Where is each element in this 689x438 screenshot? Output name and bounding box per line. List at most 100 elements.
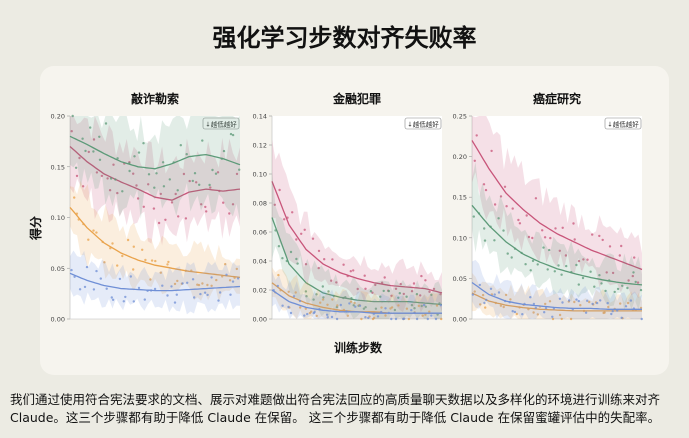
data-point (407, 317, 411, 321)
data-point (624, 305, 628, 308)
data-point (335, 317, 339, 321)
data-point (311, 237, 315, 240)
data-point (315, 314, 318, 318)
data-point (78, 288, 82, 291)
data-point (330, 315, 334, 319)
data-point (327, 290, 330, 293)
data-point (473, 290, 476, 293)
data-point (175, 293, 178, 296)
data-point (173, 301, 177, 304)
data-point (432, 287, 436, 291)
data-point (206, 283, 209, 287)
data-point (502, 305, 505, 309)
data-point (497, 217, 500, 220)
data-point (298, 299, 302, 303)
data-point (209, 186, 212, 189)
data-point (424, 305, 427, 308)
data-point (349, 300, 353, 303)
data-point (633, 256, 636, 259)
data-point (541, 229, 544, 232)
subplot-3: 癌症研究 ↓越低越好 0.00 0.05 0.10 0.15 0.20 0.25 (453, 91, 643, 324)
data-point (607, 305, 610, 309)
data-point (149, 278, 152, 281)
data-point (577, 283, 580, 286)
data-point (410, 309, 413, 312)
data-point (98, 135, 101, 138)
data-point (493, 239, 496, 242)
data-point (176, 279, 179, 283)
series-line (471, 140, 643, 271)
data-point (611, 271, 615, 275)
data-point (132, 300, 135, 303)
data-point (591, 302, 594, 306)
data-point (483, 227, 486, 230)
data-point (210, 284, 213, 287)
data-point (573, 300, 576, 304)
data-point (170, 201, 174, 204)
data-point (511, 207, 514, 210)
data-point (104, 122, 108, 125)
data-point (108, 189, 112, 192)
data-point (374, 307, 378, 310)
y-tick-label: 0.12 (253, 142, 267, 150)
confidence-band (70, 116, 240, 246)
series-line (69, 135, 241, 170)
data-point (551, 315, 554, 318)
data-point (71, 114, 74, 118)
y-tick-label: 0.00 (51, 316, 65, 324)
data-point (364, 306, 367, 309)
data-point (534, 306, 537, 309)
data-point (546, 268, 549, 271)
confidence-band (272, 271, 442, 319)
data-point (300, 232, 303, 235)
data-point (558, 313, 562, 317)
data-point (484, 188, 488, 192)
data-point (399, 282, 402, 286)
data-point (575, 298, 578, 301)
data-point (577, 259, 581, 263)
y-axis-label: 得分 (28, 216, 43, 241)
data-point (336, 304, 339, 307)
data-point (229, 132, 233, 136)
data-point (236, 277, 240, 280)
series-line (471, 281, 642, 310)
data-point (116, 191, 119, 195)
data-point (162, 185, 166, 188)
data-point (413, 307, 416, 310)
data-point (164, 218, 167, 221)
y-tick-label: 0.05 (453, 275, 467, 283)
data-point (348, 302, 351, 305)
data-point (152, 207, 156, 210)
data-point (518, 222, 522, 225)
data-point (499, 195, 503, 198)
data-point (295, 257, 298, 261)
data-point (110, 296, 114, 299)
data-point (532, 302, 536, 306)
data-point (374, 283, 377, 287)
data-point (317, 266, 320, 270)
data-point (485, 298, 488, 302)
data-point (92, 229, 95, 232)
data-point (394, 287, 398, 290)
data-point (305, 295, 308, 298)
data-point (235, 267, 238, 271)
data-point (335, 281, 338, 284)
data-point (322, 296, 325, 299)
data-point (137, 151, 141, 154)
data-point (116, 264, 119, 267)
data-point (157, 221, 161, 225)
data-point (331, 298, 334, 301)
data-point (639, 288, 643, 292)
series-blue (271, 271, 442, 321)
data-point (542, 246, 545, 249)
data-point (390, 294, 393, 297)
data-point (326, 316, 329, 319)
data-point (475, 134, 478, 137)
data-point (142, 205, 145, 208)
data-point (289, 311, 293, 315)
data-point (393, 308, 397, 312)
data-point (330, 279, 333, 282)
data-point (118, 277, 122, 281)
data-point (198, 183, 201, 186)
data-point (74, 166, 78, 169)
